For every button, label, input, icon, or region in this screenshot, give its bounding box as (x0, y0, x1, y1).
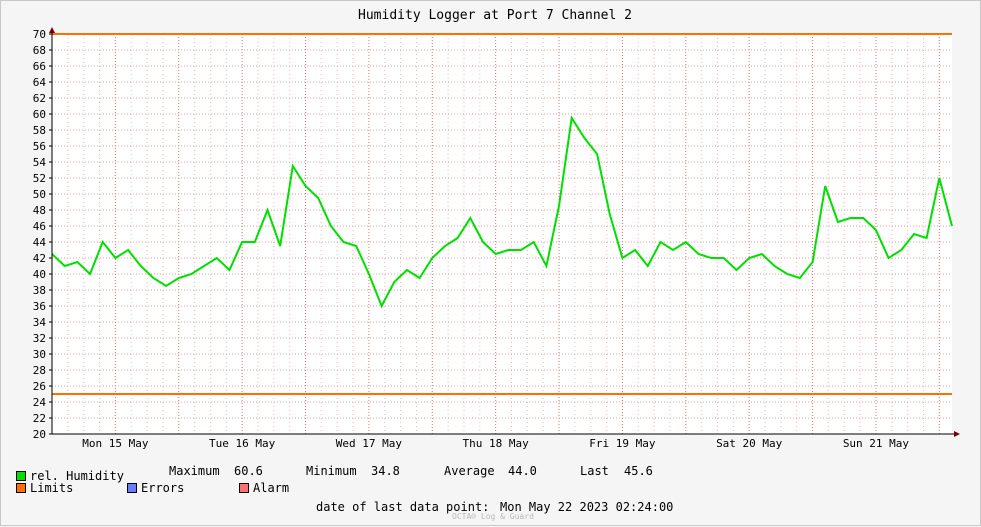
y-tick-label: 48 (33, 204, 46, 217)
y-tick-label: 60 (33, 108, 46, 121)
y-tick-label: 50 (33, 188, 46, 201)
y-tick-label: 22 (33, 412, 46, 425)
y-tick-label: 62 (33, 92, 46, 105)
y-axis-arrow-icon (49, 27, 55, 33)
errors-swatch-icon (127, 483, 137, 493)
y-tick-label: 24 (33, 396, 47, 409)
watermark: OCTA® Log & Guard (452, 512, 534, 521)
legend-series: rel. Humidity (16, 465, 124, 484)
y-tick-label: 38 (33, 284, 46, 297)
last-data-point-label: date of last data point: (316, 500, 490, 514)
y-tick-label: 54 (33, 156, 47, 169)
minimum-label: Minimum (306, 464, 357, 478)
y-tick-label: 30 (33, 348, 46, 361)
series-swatch-icon (16, 471, 26, 481)
series-legend-label: rel. Humidity (30, 469, 124, 483)
y-tick-label: 44 (33, 236, 47, 249)
y-tick-label: 32 (33, 332, 46, 345)
limit-lines (52, 33, 952, 395)
y-tick-label: 34 (33, 316, 47, 329)
limits-legend-label: Limits (30, 481, 74, 495)
x-tick-label: Wed 17 May (336, 437, 403, 450)
y-tick-label: 58 (33, 124, 46, 137)
x-tick-label: Fri 19 May (589, 437, 656, 450)
y-tick-label: 66 (33, 60, 46, 73)
plot-area (52, 34, 952, 434)
y-tick-label: 40 (33, 268, 46, 281)
last-value: 45.6 (624, 464, 653, 478)
x-axis-arrow-icon (954, 431, 960, 437)
humidity-series-line (51, 115, 953, 309)
last-label: Last (580, 464, 609, 478)
y-axis-ticks: 20 22 24 26 28 30 32 34 36 38 40 42 44 46 48 50 52 54 56 58… (33, 28, 52, 441)
chart-title: Humidity Logger at Port 7 Channel 2 (358, 8, 632, 23)
legend-limits: Limits (16, 477, 73, 496)
y-tick-label: 36 (33, 300, 46, 313)
y-tick-label: 42 (33, 252, 46, 265)
legend-alarm: Alarm (239, 477, 289, 496)
minimum-value: 34.8 (371, 464, 400, 478)
y-tick-label: 56 (33, 140, 46, 153)
x-tick-label: Sat 20 May (716, 437, 783, 450)
legend-errors: Errors (127, 477, 184, 496)
y-tick-label: 68 (33, 44, 46, 57)
y-tick-label: 20 (33, 428, 46, 441)
maximum-value: 60.6 (234, 464, 263, 478)
y-tick-label: 26 (33, 380, 46, 393)
x-tick-label: Tue 16 May (209, 437, 276, 450)
y-tick-label: 64 (33, 76, 47, 89)
x-tick-label: Sun 21 May (843, 437, 910, 450)
y-tick-label: 70 (33, 28, 46, 41)
y-tick-label: 46 (33, 220, 46, 233)
x-tick-label: Mon 15 May (82, 437, 149, 450)
errors-legend-label: Errors (141, 481, 185, 495)
y-tick-label: 28 (33, 364, 46, 377)
alarm-legend-label: Alarm (253, 481, 290, 495)
axes (49, 27, 960, 437)
x-tick-label: Thu 18 May (463, 437, 530, 450)
x-axis-ticks: Mon 15 May Tue 16 May Wed 17 May Thu 18 May… (82, 437, 909, 450)
alarm-swatch-icon (239, 483, 249, 493)
last-data-point-value: Mon May 22 2023 02:24:00 (500, 500, 674, 514)
average-label: Average (444, 464, 495, 478)
y-tick-label: 52 (33, 172, 46, 185)
average-value: 44.0 (508, 464, 537, 478)
limits-swatch-icon (16, 483, 26, 493)
maximum-label: Maximum (169, 464, 220, 478)
